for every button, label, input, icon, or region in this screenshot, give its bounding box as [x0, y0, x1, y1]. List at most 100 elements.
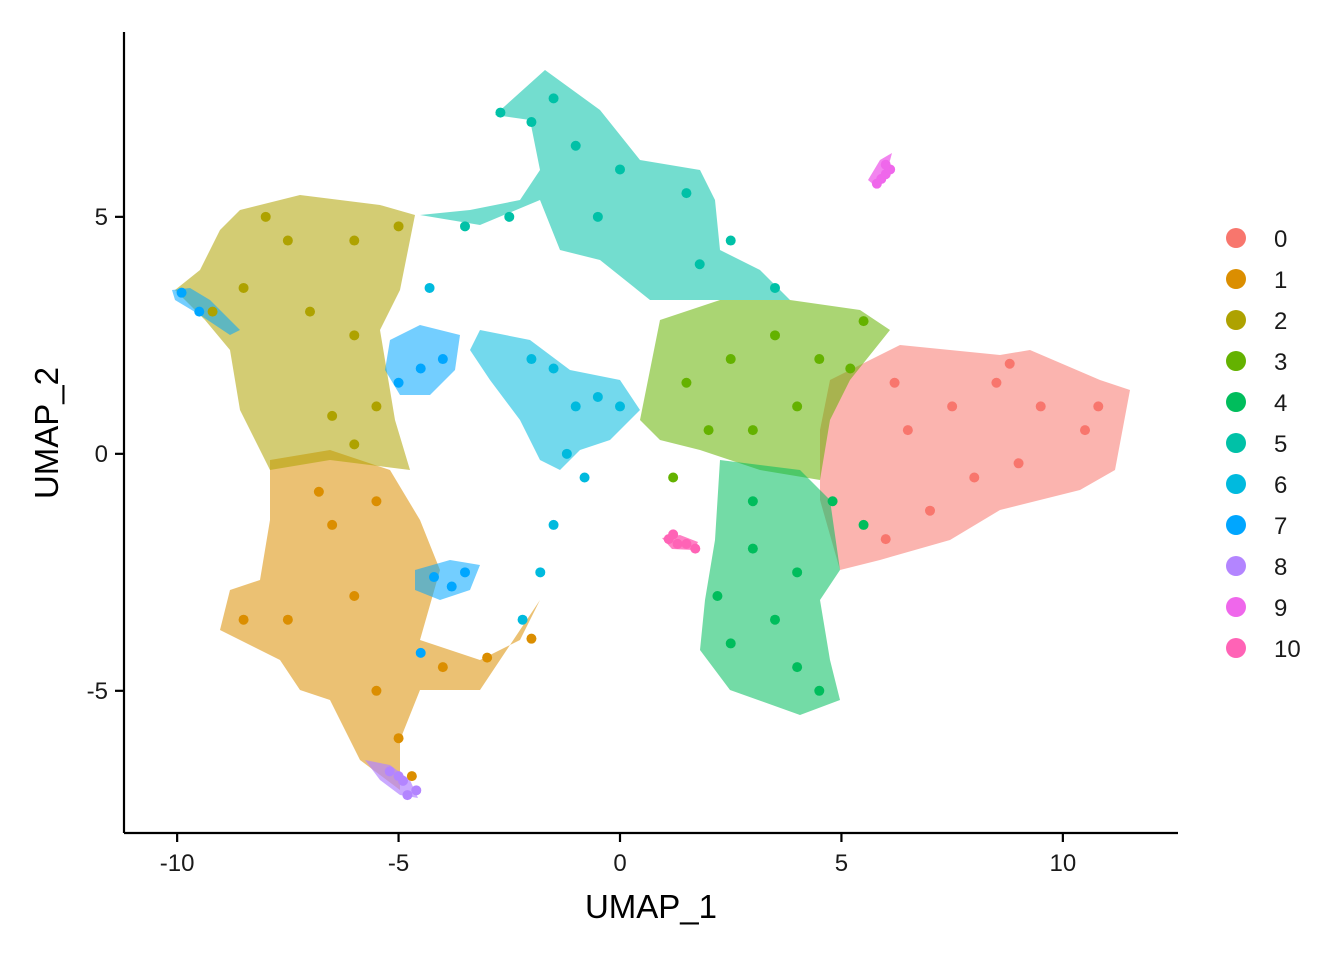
- y-tick-label: 5: [95, 204, 108, 231]
- point-cluster-5: [548, 93, 559, 104]
- cluster-area-0: [820, 345, 1130, 570]
- point-cluster-8: [411, 785, 422, 796]
- point-cluster-2: [349, 330, 360, 341]
- point-cluster-4: [712, 591, 723, 602]
- point-cluster-6: [579, 472, 590, 483]
- point-cluster-5: [694, 259, 705, 270]
- point-cluster-4: [814, 685, 825, 696]
- y-axis-ticks: -5 0 5: [87, 204, 124, 705]
- point-cluster-3: [845, 363, 856, 374]
- point-cluster-8: [402, 790, 413, 801]
- point-cluster-4: [792, 567, 803, 578]
- point-cluster-6: [570, 401, 581, 412]
- x-tick-label: -5: [388, 850, 409, 877]
- point-cluster-1: [349, 591, 360, 602]
- legend-label-0: 0: [1274, 226, 1287, 253]
- point-cluster-1: [393, 733, 404, 744]
- cluster-area-6: [470, 330, 640, 470]
- point-cluster-1: [406, 771, 417, 782]
- point-cluster-7: [446, 581, 457, 592]
- point-cluster-3: [792, 401, 803, 412]
- point-cluster-0: [969, 472, 980, 483]
- point-cluster-4: [747, 543, 758, 554]
- point-cluster-0: [902, 425, 913, 436]
- legend-label-8: 8: [1274, 554, 1287, 581]
- point-cluster-1: [238, 614, 249, 625]
- point-cluster-2: [371, 401, 382, 412]
- point-cluster-3: [681, 377, 692, 388]
- point-cluster-10: [690, 543, 701, 554]
- point-cluster-3: [668, 472, 679, 483]
- cluster-area-2: [175, 195, 415, 470]
- point-cluster-4: [792, 662, 803, 673]
- point-cluster-2: [349, 235, 360, 246]
- point-cluster-5: [504, 211, 515, 222]
- point-cluster-3: [725, 354, 736, 365]
- legend-key-10: [1226, 638, 1246, 658]
- legend-key-8: [1226, 556, 1246, 576]
- legend-label-2: 2: [1274, 308, 1287, 335]
- point-cluster-1: [526, 633, 537, 644]
- point-cluster-0: [889, 377, 900, 388]
- point-cluster-0: [1013, 458, 1024, 469]
- point-cluster-6: [548, 519, 559, 530]
- point-cluster-6: [561, 448, 572, 459]
- point-cluster-4: [725, 638, 736, 649]
- point-cluster-2: [393, 221, 404, 232]
- cluster-area-7c: [172, 288, 240, 335]
- point-cluster-0: [991, 377, 1002, 388]
- legend: 0 1 2 3 4 5 6 7 8 9 10: [1226, 226, 1301, 663]
- legend-key-3: [1226, 351, 1246, 371]
- x-tick-label: 10: [1050, 850, 1077, 877]
- point-cluster-0: [1004, 358, 1015, 369]
- legend-key-5: [1226, 433, 1246, 453]
- point-cluster-1: [371, 496, 382, 507]
- point-cluster-3: [814, 354, 825, 365]
- point-cluster-2: [260, 211, 271, 222]
- x-tick-label: 5: [835, 850, 848, 877]
- point-cluster-3: [770, 330, 780, 341]
- point-cluster-6: [517, 614, 528, 625]
- point-cluster-9: [871, 178, 882, 189]
- point-cluster-4: [858, 519, 869, 530]
- legend-label-5: 5: [1274, 431, 1287, 458]
- point-cluster-9: [880, 159, 891, 170]
- point-cluster-5: [592, 211, 603, 222]
- point-cluster-3: [703, 425, 714, 436]
- point-cluster-6: [615, 401, 625, 412]
- point-cluster-2: [238, 282, 249, 293]
- cluster-area-8: [365, 760, 418, 798]
- point-cluster-7: [194, 306, 205, 317]
- point-cluster-0: [925, 505, 935, 516]
- point-cluster-0: [1080, 425, 1090, 436]
- y-tick-label: 0: [95, 441, 108, 468]
- point-cluster-8: [393, 771, 404, 782]
- point-cluster-2: [327, 410, 338, 421]
- legend-label-10: 10: [1274, 636, 1301, 663]
- point-cluster-3: [858, 316, 869, 327]
- point-cluster-6: [592, 391, 603, 402]
- point-cluster-2: [282, 235, 293, 246]
- point-cluster-7: [437, 354, 448, 365]
- point-cluster-5: [725, 235, 736, 246]
- legend-key-7: [1226, 515, 1246, 535]
- legend-label-7: 7: [1274, 513, 1287, 540]
- legend-label-9: 9: [1274, 595, 1287, 622]
- x-tick-label: 0: [613, 850, 626, 877]
- point-cluster-5: [570, 140, 581, 151]
- point-cluster-4: [770, 614, 780, 625]
- legend-key-4: [1226, 392, 1246, 412]
- point-cluster-1: [437, 662, 448, 673]
- y-axis-title: UMAP_2: [28, 367, 65, 499]
- point-cluster-2: [207, 306, 218, 317]
- point-cluster-8: [384, 766, 395, 777]
- cluster-area-4: [700, 460, 840, 715]
- legend-key-9: [1226, 597, 1246, 617]
- cluster-point-clouds: [172, 70, 1130, 798]
- legend-key-6: [1226, 474, 1246, 494]
- x-axis-title: UMAP_1: [585, 888, 717, 925]
- point-cluster-0: [1093, 401, 1104, 412]
- x-tick-label: -10: [160, 850, 195, 877]
- x-axis-ticks: -10 -5 0 5 10: [160, 833, 1076, 877]
